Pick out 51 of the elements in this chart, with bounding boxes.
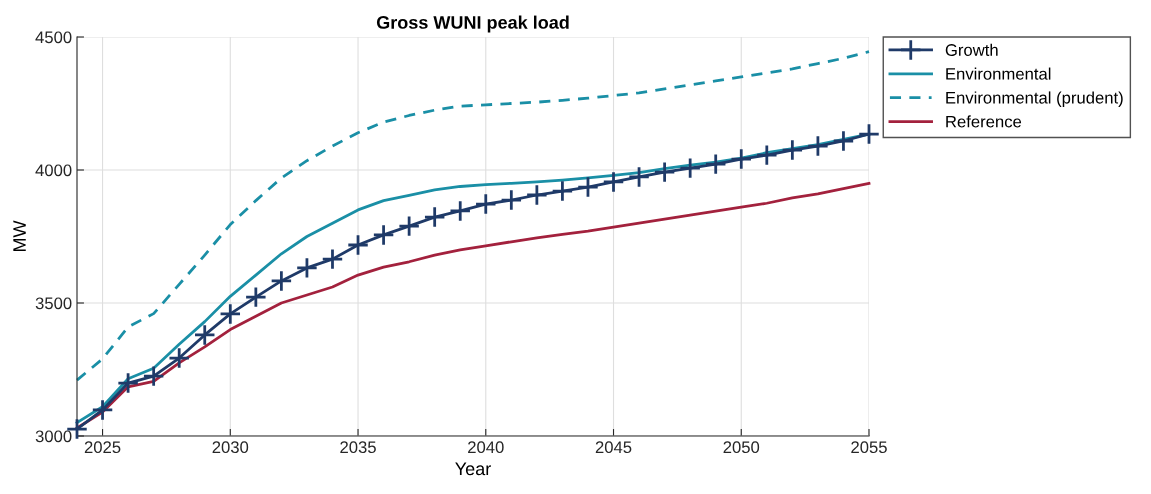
point [295,256,319,279]
x-tick-label: 2050 [723,441,760,454]
x-tick-label: 2055 [851,441,887,454]
point [321,248,344,271]
legend-label: Environmental [946,67,1051,80]
point [372,223,395,247]
point [832,129,855,153]
legend-label: Growth [945,43,998,56]
point [602,170,625,194]
x-tick-label: 2025 [84,441,121,454]
point [679,157,702,180]
point [857,122,881,146]
point [551,179,574,203]
point [449,199,472,223]
point [346,233,370,257]
point [500,188,523,212]
x-tick-label: 2040 [468,441,504,454]
point [219,302,242,326]
point [474,192,497,216]
legend-label: Reference [946,115,1022,128]
x-axis-title: Year [455,462,491,476]
point [91,398,114,422]
y-tick-label: 4000 [35,164,72,177]
x-tick-label: 2030 [212,441,249,454]
point [653,161,676,184]
y-axis-title: MW [13,220,26,252]
y-tick-label: 3000 [35,430,72,443]
point [525,183,548,207]
point [627,165,651,189]
point [755,143,778,167]
point [244,286,267,309]
point [270,269,293,293]
y-tick-label: 4500 [35,31,72,44]
point [576,175,600,199]
chart-title: Gross WUNI peak load [376,15,569,33]
y-tick-label: 3500 [35,297,72,310]
point [116,371,140,395]
x-tick-label: 2045 [595,441,632,454]
point [781,138,804,162]
point [168,346,191,370]
point [142,365,165,388]
legend-label: Environmental (prudent) [946,91,1123,107]
point [730,147,753,171]
line-series [75,181,871,430]
point [806,134,830,158]
point [398,215,421,238]
point [704,153,727,176]
point [193,323,216,347]
line-series [75,50,871,382]
x-tick-label: 2035 [340,441,376,454]
point [423,205,446,229]
